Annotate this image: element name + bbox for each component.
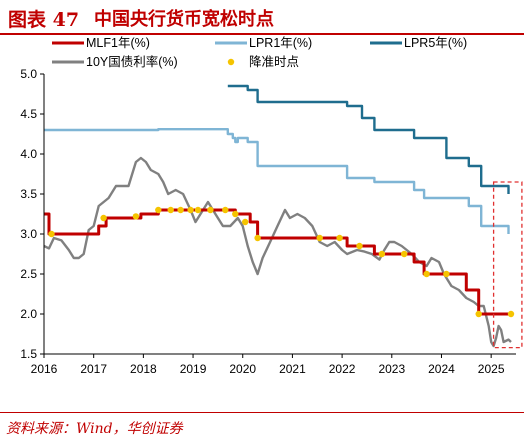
- rrr-cut-marker: [132, 213, 140, 220]
- legend-label-mlf-1y: MLF1年(%): [86, 36, 150, 50]
- figure-title-bar: 图表 47 中国央行货币宽松时点: [0, 0, 524, 34]
- rrr-cut-marker: [100, 214, 107, 222]
- rrr-cut-marker: [507, 310, 515, 318]
- y-tick-label: 4.0: [20, 147, 37, 161]
- rrr-cut-marker: [177, 206, 184, 214]
- x-tick-label: 2020: [229, 362, 256, 376]
- y-tick-label: 2.0: [20, 307, 37, 321]
- rrr-cut-marker: [254, 234, 261, 242]
- legend-label-rrr-cut: 降准时点: [249, 55, 299, 69]
- legend-label-lpr-5y: LPR5年(%): [404, 36, 467, 50]
- figure-label: 图表 47: [8, 9, 80, 31]
- x-tick-label: 2025: [478, 362, 505, 376]
- rrr-cut-marker: [222, 206, 229, 214]
- rrr-cut-marker: [401, 250, 408, 258]
- rrr-cut-marker: [475, 310, 482, 318]
- rate-chart: MLF1年(%) LPR1年(%) LPR5年(%) 10Y国债利率(%) 降准时点 1…: [20, 36, 523, 376]
- y-tick-label: 4.5: [20, 107, 37, 121]
- rrr-cut-marker: [187, 206, 194, 214]
- rrr-cut-marker: [242, 218, 249, 226]
- title-divider: [0, 33, 524, 35]
- rrr-cut-marker: [194, 206, 202, 214]
- rrr-cut-marker: [356, 242, 363, 250]
- rrr-cut-marker: [232, 210, 239, 218]
- rrr-cut-marker: [207, 206, 214, 214]
- x-tick-label: 2022: [329, 362, 356, 376]
- source-note: 资料来源：Wind，华创证券: [6, 421, 183, 437]
- rrr-cut-marker: [48, 230, 55, 238]
- rrr-cut-marker: [378, 250, 386, 258]
- legend-swatch-rrr-cut: [227, 58, 235, 66]
- x-tick-label: 2019: [180, 362, 207, 376]
- series-line-mlf-1y: [44, 208, 509, 316]
- rrr-cut-marker: [423, 270, 430, 278]
- legend-label-cgb-10y: 10Y国债利率(%): [86, 54, 178, 69]
- y-tick-label: 1.5: [20, 347, 37, 361]
- rrr-cut-marker: [155, 206, 162, 214]
- rrr-cut-marker: [316, 234, 323, 242]
- y-tick-label: 3.0: [20, 227, 37, 241]
- rrr-cut-marker: [336, 234, 343, 242]
- x-tick-label: 2023: [378, 362, 405, 376]
- y-tick-label: 2.5: [20, 267, 37, 281]
- legend-label-lpr-1y: LPR1年(%): [249, 36, 312, 50]
- rrr-cut-marker: [167, 206, 174, 214]
- chart-axes: 1.5 2.0 2.5 3.0 3.5 4.0 4.5 5.0 2016 2017 2018 2019…: [20, 67, 516, 376]
- highlight-box: [492, 181, 523, 349]
- x-tick-label: 2021: [279, 362, 306, 376]
- y-tick-label: 3.5: [20, 187, 37, 201]
- x-tick-label: 2017: [80, 362, 107, 376]
- x-tick-label: 2016: [31, 362, 58, 376]
- figure-title: 中国央行货币宽松时点: [94, 9, 274, 30]
- series-line-cgb-10y: [43, 156, 512, 348]
- chart-legend: MLF1年(%) LPR1年(%) LPR5年(%) 10Y国债利率(%) 降准时点: [52, 36, 467, 69]
- x-tick-label: 2018: [130, 362, 157, 376]
- series-line-lpr-1y: [44, 127, 510, 234]
- series-line-lpr-5y: [227, 84, 510, 194]
- x-tick-label: 2024: [428, 362, 455, 376]
- y-tick-label: 5.0: [20, 67, 37, 81]
- rrr-cut-marker: [443, 270, 450, 278]
- footer-divider: [0, 412, 524, 413]
- plot-area: [43, 84, 523, 349]
